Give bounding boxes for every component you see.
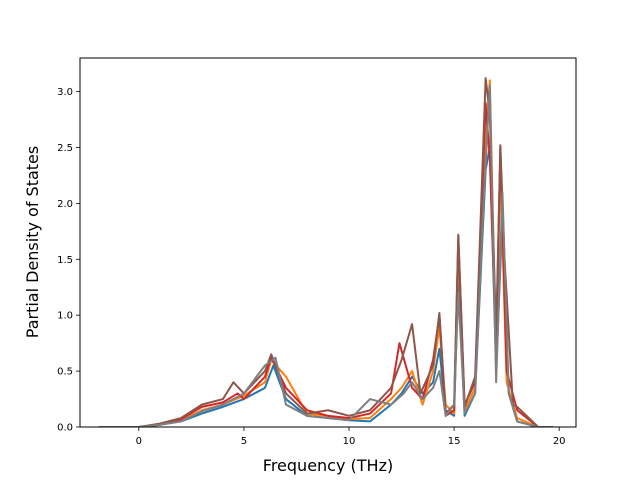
x-ticks: 0 5 10 15 20 xyxy=(136,427,566,447)
y-ticks: 0.0 0.5 1.0 1.5 2.0 2.5 3.0 xyxy=(57,87,80,434)
series-line-5 xyxy=(98,84,553,427)
x-tick-label: 0 xyxy=(136,436,142,447)
x-tick-label: 15 xyxy=(448,436,461,447)
y-tick-label: 2.0 xyxy=(57,199,73,210)
series-line-3 xyxy=(98,101,553,427)
x-tick-label: 20 xyxy=(553,436,566,447)
x-tick-label: 10 xyxy=(343,436,356,447)
y-tick-label: 0.0 xyxy=(57,423,73,434)
x-tick-label: 5 xyxy=(241,436,247,447)
plot-frame xyxy=(79,57,577,428)
y-tick-label: 3.0 xyxy=(57,87,73,98)
series-layer xyxy=(98,77,553,427)
y-tick-label: 1.5 xyxy=(57,255,73,266)
y-tick-label: 0.5 xyxy=(57,367,73,378)
y-axis-label: Partial Density of States xyxy=(23,146,42,338)
x-axis-label: Frequency (THz) xyxy=(263,456,393,475)
series-line-4 xyxy=(98,77,553,427)
y-tick-label: 1.0 xyxy=(57,311,73,322)
y-tick-label: 2.5 xyxy=(57,143,73,154)
